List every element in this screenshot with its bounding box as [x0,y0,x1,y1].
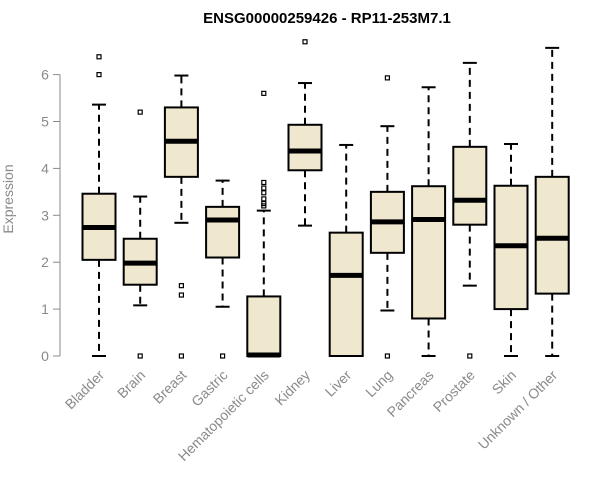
box-unknown-other [534,46,570,357]
box-bladder [81,54,117,357]
outlier-point [96,54,102,60]
outlier-point [178,353,184,359]
y-tick-label: 2 [41,254,49,270]
outlier-point [261,190,267,196]
outlier-point [261,185,267,191]
boxes-group [81,39,570,359]
outlier-point [261,196,267,202]
outlier-point [96,71,102,78]
box-breast [163,74,199,359]
x-tick-label: Liver [322,367,355,400]
outlier-point [261,90,267,96]
y-tick-label: 1 [41,301,49,317]
outlier-point [220,353,226,359]
y-tick-label: 0 [41,348,49,364]
iqr-box [205,205,241,259]
x-tick-label: Breast [150,367,190,407]
box-liver [328,143,364,357]
iqr-box [246,295,282,358]
outlier-point [137,109,143,115]
y-tick-label: 4 [41,160,49,176]
iqr-box [411,185,447,320]
outlier-point [261,179,267,186]
outlier-point [467,353,473,359]
outlier-point [302,39,308,45]
x-tick-label: Brain [114,367,148,401]
box-gastric [205,179,241,359]
x-tick-label: Skin [489,367,520,398]
box-brain [122,109,158,359]
iqr-box [534,175,570,295]
outlier-point [384,75,390,81]
x-tick-label: Prostate [430,367,478,415]
outlier-point [261,200,267,207]
box-prostate [452,61,488,359]
box-skin [493,143,529,357]
y-tick-label: 3 [41,207,49,223]
y-tick-label: 6 [41,67,49,83]
box-hematopoietic-cells [246,90,282,358]
outlier-point [178,283,184,289]
y-tick-label: 5 [41,114,49,130]
box-pancreas [411,86,447,357]
outlier-point [178,292,184,298]
iqr-box [287,123,323,172]
outlier-point [137,353,143,359]
iqr-box [328,231,364,357]
y-axis-label: Expression [0,164,16,233]
y-axis: 0 1 2 3 4 5 6 [41,67,61,364]
box-kidney [287,39,323,227]
iqr-box [452,145,488,226]
x-tick-label: Lung [362,367,395,400]
x-tick-label: Kidney [272,367,314,409]
x-tick-label: Bladder [62,367,108,413]
chart-title: ENSG00000259426 - RP11-253M7.1 [203,10,451,27]
outlier-point [384,353,390,359]
box-lung [369,75,405,359]
